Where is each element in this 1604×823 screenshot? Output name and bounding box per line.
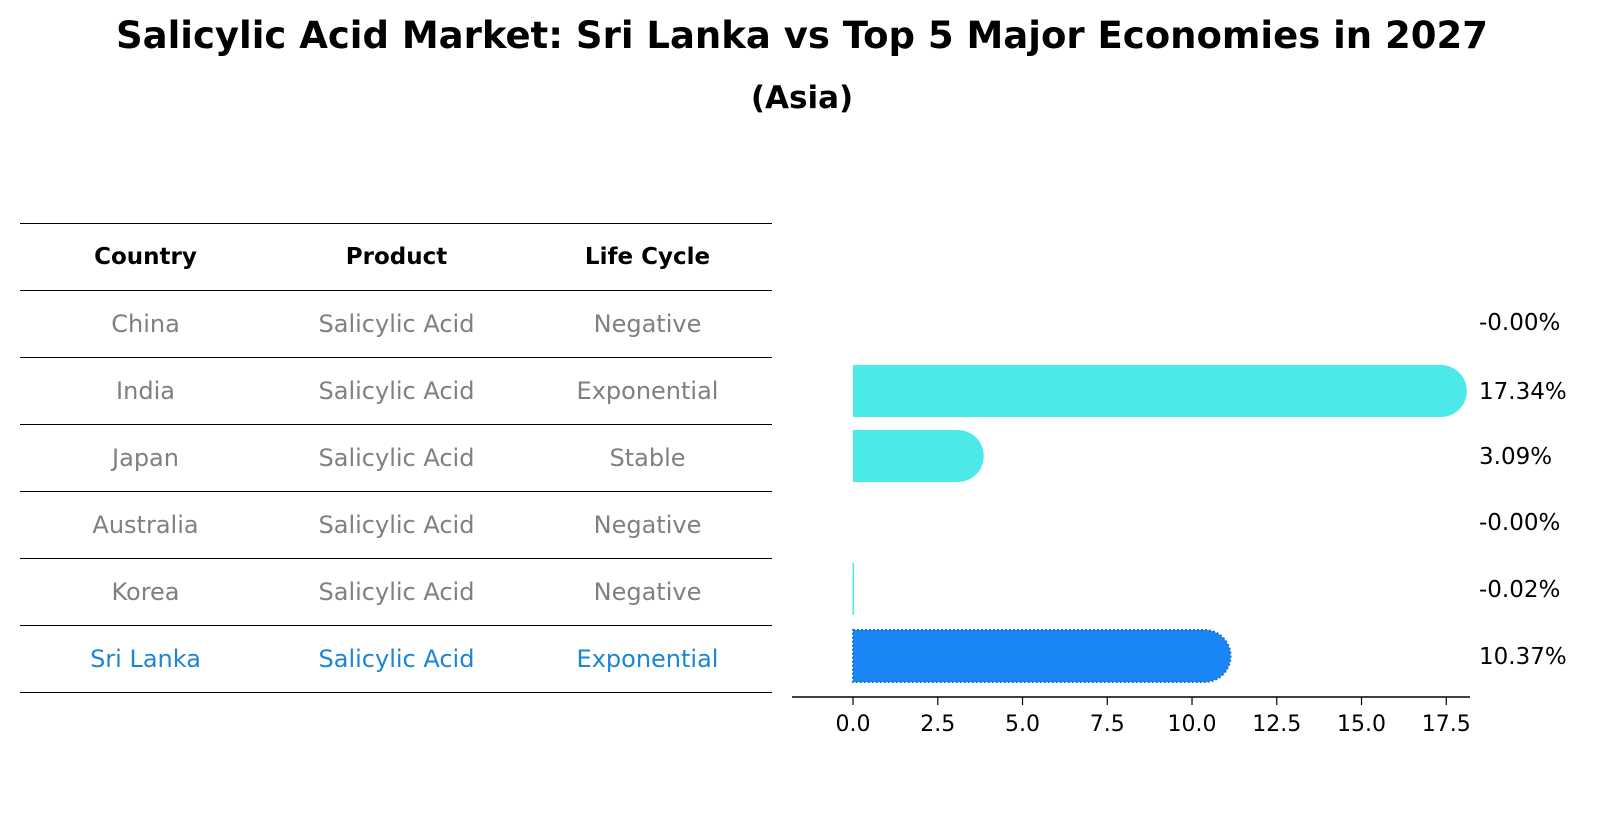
value-label: -0.00% [1479, 310, 1560, 336]
life-cycle-cell: Negative [593, 578, 702, 606]
bar [853, 365, 1467, 417]
value-label: -0.00% [1479, 510, 1560, 536]
x-tick-label: 5.0 [1005, 712, 1040, 737]
country-cell: Australia [92, 511, 199, 539]
product-cell: Salicylic Acid [318, 310, 475, 338]
life-cycle-cell: Stable [609, 444, 686, 472]
x-tick-label: 2.5 [920, 712, 955, 737]
value-label: 17.34% [1479, 379, 1567, 405]
product-cell: Salicylic Acid [318, 578, 475, 606]
market-table: Country Product Life Cycle China Salicyl… [20, 223, 772, 693]
chart-title: Salicylic Acid Market: Sri Lanka vs Top … [115, 14, 1489, 57]
table-header-row: Country Product Life Cycle [20, 223, 772, 290]
x-tick-label: 10.0 [1168, 712, 1217, 737]
product-cell: Salicylic Acid [318, 377, 475, 405]
x-tick-label: 15.0 [1337, 712, 1386, 737]
header-life-cycle: Life Cycle [584, 244, 711, 270]
life-cycle-cell: Negative [593, 310, 702, 338]
life-cycle-cell: Negative [593, 511, 702, 539]
product-cell: Salicylic Acid [318, 511, 475, 539]
country-cell: Sri Lanka [90, 645, 201, 673]
table-row: Australia Salicylic Acid Negative [20, 491, 772, 558]
country-cell: India [116, 377, 175, 405]
x-tick-label: 7.5 [1090, 712, 1125, 737]
table-row: China Salicylic Acid Negative [20, 290, 772, 357]
value-label: 3.09% [1479, 444, 1552, 470]
country-cell: Korea [111, 578, 180, 606]
chart-subtitle: (Asia) [750, 80, 854, 116]
country-cell: China [111, 310, 180, 338]
table-row-highlighted: Sri Lanka Salicylic Acid Exponential [20, 625, 772, 693]
bar [853, 430, 984, 482]
life-cycle-cell: Exponential [576, 377, 719, 405]
bar [852, 563, 855, 615]
header-country: Country [94, 244, 197, 270]
table-row: Korea Salicylic Acid Negative [20, 558, 772, 625]
value-label: -0.02% [1479, 577, 1560, 603]
country-cell: Japan [112, 444, 179, 472]
x-tick-label: 0.0 [836, 712, 871, 737]
value-label: 10.37% [1479, 644, 1567, 670]
bar [852, 629, 1232, 683]
product-cell: Salicylic Acid [318, 444, 475, 472]
life-cycle-cell: Exponential [576, 645, 719, 673]
x-tick-label: 12.5 [1252, 712, 1301, 737]
table-row: Japan Salicylic Acid Stable [20, 424, 772, 491]
table-row: India Salicylic Acid Exponential [20, 357, 772, 424]
x-tick-label: 17.5 [1422, 712, 1471, 737]
header-product: Product [345, 244, 448, 270]
product-cell: Salicylic Acid [318, 645, 475, 673]
